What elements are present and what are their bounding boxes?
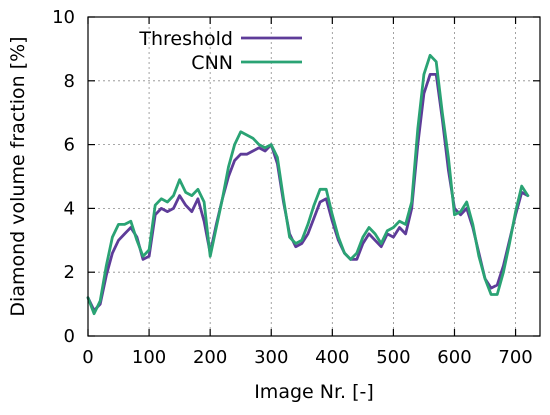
y-axis-title: Diamond volume fraction [%] xyxy=(7,36,29,316)
series-line-cnn xyxy=(86,53,530,316)
plot-area-frame xyxy=(87,16,541,337)
series-lines xyxy=(86,53,530,316)
y-tick-label: 2 xyxy=(64,262,75,283)
x-tick-label: 300 xyxy=(254,347,288,368)
y-tick-label: 4 xyxy=(64,198,75,219)
legend-label: Threshold xyxy=(138,28,233,50)
x-tick-label: 600 xyxy=(437,347,471,368)
x-tick-label: 400 xyxy=(315,347,349,368)
y-tick-label: 0 xyxy=(64,326,75,347)
x-axis-title: Image Nr. [-] xyxy=(254,381,374,403)
x-tick-label: 700 xyxy=(498,347,532,368)
y-tick-label: 10 xyxy=(52,7,75,28)
legend-label: CNN xyxy=(191,52,233,74)
y-tick-label: 8 xyxy=(64,71,75,92)
x-tick-label: 200 xyxy=(193,347,227,368)
series-line-threshold xyxy=(86,73,530,312)
axis-ticks: 0 100 200 300 400 500 600 700 0 2 4 6 8 10 xyxy=(52,7,540,368)
x-tick-label: 500 xyxy=(376,347,410,368)
x-tick-label: 100 xyxy=(132,347,166,368)
x-tick-label: 0 xyxy=(82,347,93,368)
y-tick-label: 6 xyxy=(64,135,75,156)
grid xyxy=(88,17,540,336)
